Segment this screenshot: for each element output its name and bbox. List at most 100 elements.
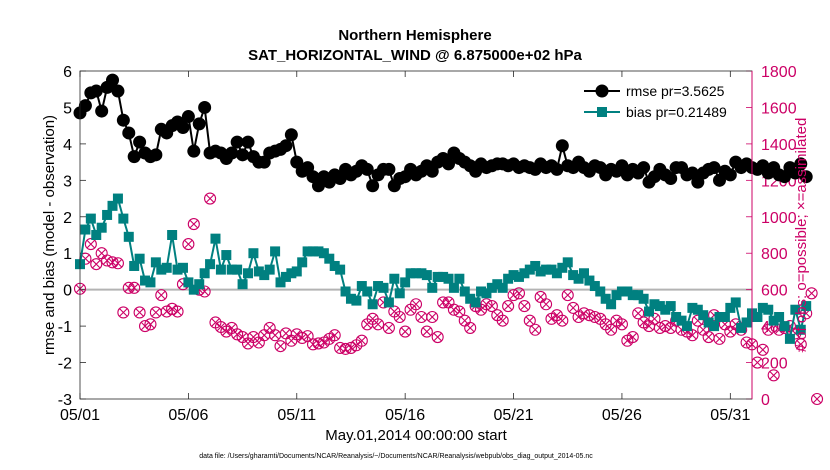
obs-assimilated-marker	[563, 291, 572, 300]
obs-assimilated-marker	[119, 308, 128, 317]
obs-assimilated-marker	[628, 333, 637, 342]
y-tick-label: 2	[63, 210, 72, 227]
chart-subtitle: SAT_HORIZONTAL_WIND @ 6.875000e+02 hPa	[248, 47, 582, 64]
obs-possible-marker	[810, 392, 824, 406]
bias-marker	[741, 317, 752, 328]
bias-marker	[378, 282, 389, 293]
obs-assimilated-marker	[151, 308, 160, 317]
bias-marker	[129, 260, 140, 271]
obs-possible-marker	[133, 306, 146, 319]
bias-marker	[400, 277, 411, 288]
obs-possible-marker	[686, 329, 699, 342]
obs-assimilated-marker	[612, 316, 621, 325]
obs-possible-marker	[615, 318, 628, 331]
obs-assimilated-marker	[401, 327, 410, 336]
bias-marker	[698, 310, 709, 321]
bias-marker	[427, 282, 438, 293]
obs-assimilated-marker	[704, 333, 713, 342]
obs-assimilated-marker	[585, 311, 594, 320]
rmse-marker	[78, 99, 92, 113]
y2-tick-label: 800	[761, 246, 788, 263]
bias-marker	[91, 230, 102, 240]
obs-possible-marker	[155, 289, 168, 302]
bias-marker	[421, 270, 432, 281]
bias-marker	[405, 268, 416, 279]
obs-assimilated-marker	[813, 395, 822, 403]
bias-marker	[394, 288, 405, 299]
obs-assimilated-marker	[569, 303, 578, 312]
obs-possible-marker	[713, 332, 726, 345]
bias-marker	[497, 282, 508, 293]
obs-assimilated-marker	[113, 259, 122, 268]
obs-assimilated-marker	[276, 342, 285, 351]
obs-possible-marker	[659, 320, 672, 333]
obs-assimilated-marker	[395, 313, 404, 321]
rmse-marker	[442, 157, 456, 171]
bias-marker	[215, 264, 226, 275]
rmse-marker	[555, 139, 569, 153]
x-tick-label: 05/16	[385, 407, 425, 424]
bias-marker	[448, 282, 459, 293]
obs-assimilated-marker	[244, 339, 252, 348]
obs-possible-marker	[453, 305, 466, 318]
bias-marker	[709, 321, 720, 332]
rmse-marker	[241, 135, 255, 149]
bias-marker	[308, 246, 319, 257]
obs-assimilated-marker	[525, 316, 534, 325]
bias-marker	[324, 253, 335, 264]
obs-assimilated-marker	[146, 320, 155, 329]
obs-assimilated-marker	[498, 316, 507, 325]
obs-assimilated-marker	[688, 331, 697, 340]
obs-assimilated-marker	[325, 334, 334, 343]
obs-assimilated-marker	[287, 336, 296, 345]
bias-marker	[134, 253, 145, 264]
rmse-marker	[116, 113, 130, 127]
bias-marker	[329, 260, 340, 271]
obs-assimilated-marker	[92, 260, 101, 269]
obs-possible-marker	[523, 314, 536, 327]
bias-marker	[763, 304, 774, 315]
obs-assimilated-marker	[184, 240, 193, 249]
rmse-marker	[122, 126, 136, 140]
obs-possible-marker	[393, 310, 406, 324]
rmse-series	[73, 73, 813, 193]
obs-possible-marker	[355, 334, 368, 347]
bias-marker	[194, 279, 205, 290]
bias-marker	[243, 268, 253, 279]
bias-marker	[85, 213, 96, 224]
bias-marker	[622, 286, 633, 297]
obs-possible-marker	[198, 285, 211, 298]
bias-marker	[562, 257, 573, 268]
y2-tick-label: 1600	[761, 100, 797, 117]
bias-marker	[779, 321, 790, 332]
obs-assimilated-marker	[216, 323, 225, 332]
y-tick-label: 5	[63, 100, 72, 117]
bias-marker	[416, 268, 427, 279]
bias-marker	[671, 312, 682, 322]
rmse-marker	[360, 162, 374, 176]
obs-assimilated-marker	[162, 307, 171, 316]
bias-marker	[280, 271, 291, 282]
bias-marker	[524, 264, 535, 275]
bias-marker	[177, 262, 188, 273]
obs-assimilated-marker	[298, 333, 307, 342]
y2-tick-label: 600	[761, 283, 788, 300]
obs-possible-marker	[507, 289, 520, 302]
obs-assimilated-marker	[639, 318, 648, 327]
bias-marker	[481, 288, 492, 299]
y2-tick-label: 0	[761, 392, 770, 409]
bias-marker	[340, 286, 351, 297]
obs-assimilated-marker	[460, 316, 469, 325]
obs-assimilated-marker	[574, 313, 583, 321]
bias-marker	[687, 302, 698, 313]
rmse-marker	[198, 100, 212, 114]
obs-possible-marker	[447, 303, 460, 316]
obs-possible-marker	[794, 338, 807, 351]
bias-marker	[616, 286, 627, 297]
obs-possible-marker	[691, 314, 704, 327]
obs-possible-marker	[171, 305, 184, 318]
obs-assimilated-marker	[227, 323, 236, 332]
bias-marker	[611, 290, 622, 301]
obs-assimilated-marker	[531, 325, 540, 334]
